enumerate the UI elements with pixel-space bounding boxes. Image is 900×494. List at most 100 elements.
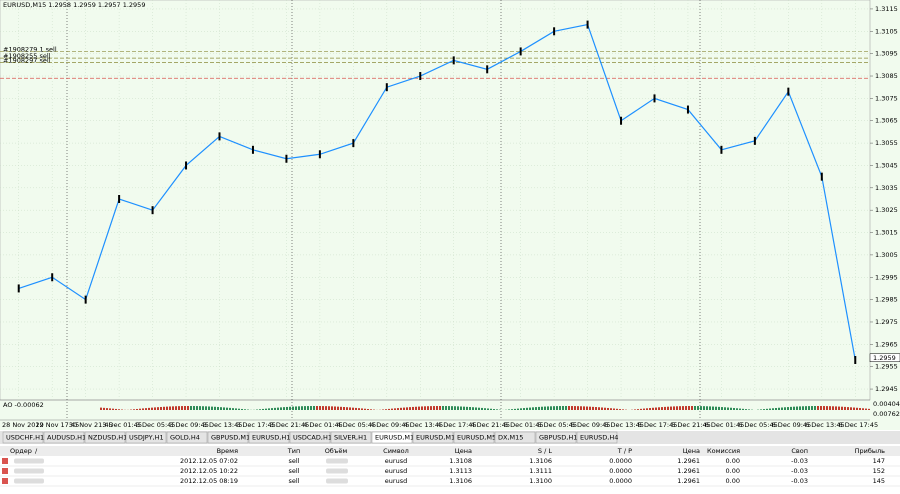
table-cell: 0.0000 [609,477,632,485]
ao-bar [355,408,357,410]
ao-bar [787,407,789,410]
ao-bar [682,406,684,410]
ao-bar [829,406,831,410]
table-header: Тип [287,447,300,455]
order-icon[interactable] [2,478,8,484]
ao-bar [235,408,237,410]
ao-bar [352,408,354,410]
ao-bar [592,407,594,410]
ao-bar [553,406,555,410]
ao-bar [118,409,120,410]
tab-label: EURUSD,M15 [375,434,418,442]
ao-bar [151,408,153,410]
y-tick-label: 1.3045 [875,161,898,169]
ao-bar [241,409,243,410]
y-tick-label: 1.2985 [875,296,898,304]
price-bar [285,155,287,163]
ao-bar [370,409,372,410]
ao-bar [523,408,525,410]
table-header: Объём [325,447,348,455]
blurred-cell [326,459,348,464]
indicator-scale: 0.00762 [873,410,900,418]
ao-bar [277,408,279,410]
ao-bar [412,407,414,410]
ao-bar [199,406,201,410]
price-bar [821,173,823,181]
ao-bar [265,409,267,410]
y-tick-label: 1.3095 [875,50,898,58]
ao-bar [547,406,549,410]
ao-bar [643,409,645,410]
ao-bar [304,406,306,410]
ao-bar [718,407,720,410]
tab-label: DX,M15 [498,434,523,442]
ao-bar [649,408,651,410]
table-cell: 1.2961 [677,467,700,475]
table-header: Ордер [10,447,32,455]
ao-bar [280,407,282,410]
ao-bar [685,406,687,410]
table-cell: sell [289,477,300,485]
ao-bar [442,406,444,410]
ao-bar [715,407,717,410]
ao-bar [163,407,165,410]
table-header: Цена [683,447,700,455]
tab-label: NZDUSD,H1 [88,434,127,442]
order-icon[interactable] [2,458,8,464]
ao-bar [616,409,618,410]
ao-bar [841,407,843,410]
ao-bar [430,406,432,410]
table-cell: 1.3111 [529,467,552,475]
table-header: Комиссия [707,447,740,455]
y-tick-label: 1.3055 [875,139,898,147]
indicator-scale: 0.00404 [873,400,900,408]
ao-bar [307,406,309,410]
table-cell: sell [289,457,300,465]
ao-bar [661,407,663,410]
ao-bar [568,406,570,410]
y-tick-label: 1.3005 [875,251,898,259]
ao-bar [766,409,768,410]
tab-label: AUDUSD,H1 [47,434,86,442]
ao-bar [721,407,723,410]
ao-bar [157,407,159,410]
ao-bar [784,407,786,410]
y-tick-label: 1.3115 [875,5,898,13]
ao-bar [133,409,135,410]
table-cell: sell [289,467,300,475]
ao-bar [574,406,576,410]
table-cell: 2012.12.05 07:02 [180,457,238,465]
table-header: Своп [791,447,808,455]
ao-bar [637,409,639,410]
ao-bar [847,407,849,410]
tab-label: EURUSD,M5 [457,434,496,442]
ao-bar [796,407,798,410]
ao-bar [862,408,864,410]
price-bar [587,21,589,29]
ao-bar [817,406,819,410]
blurred-cell [326,479,348,484]
ao-bar [310,406,312,410]
ao-bar [340,407,342,410]
price-bar [453,56,455,64]
ao-bar [844,407,846,410]
price-bar [219,132,221,140]
ao-bar [271,408,273,410]
ao-bar [472,407,474,410]
table-cell: -0.03 [791,467,808,475]
ao-bar [109,408,111,410]
ao-bar [142,408,144,410]
ao-bar [610,408,612,410]
y-tick-label: 1.2955 [875,363,898,371]
ao-bar [328,406,330,410]
y-tick-label: 1.3025 [875,206,898,214]
order-icon[interactable] [2,468,8,474]
ao-bar [538,407,540,410]
ao-bar [775,408,777,410]
ao-bar [493,409,495,410]
ao-bar [760,409,762,410]
ao-bar [331,406,333,410]
tab-label: GOLD,H4 [170,434,200,442]
price-bar [352,139,354,147]
